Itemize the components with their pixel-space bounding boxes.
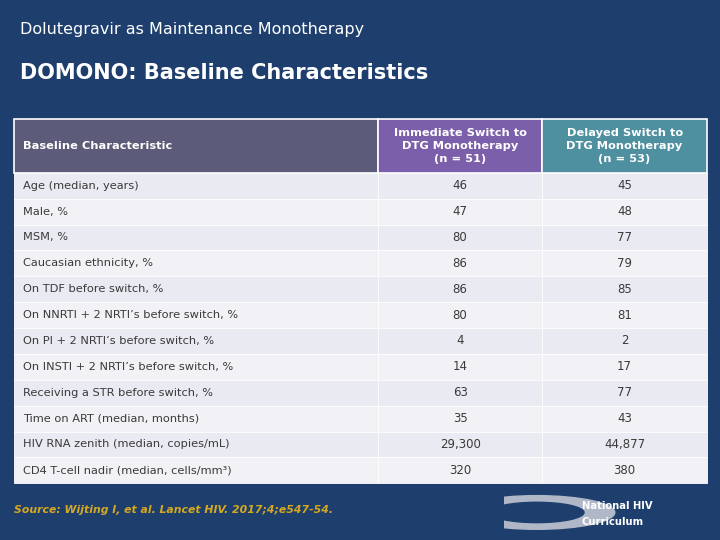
Text: Curriculum: Curriculum — [582, 517, 644, 527]
Text: On PI + 2 NRTI’s before switch, %: On PI + 2 NRTI’s before switch, % — [23, 336, 214, 346]
Text: On NNRTI + 2 NRTI’s before switch, %: On NNRTI + 2 NRTI’s before switch, % — [23, 310, 238, 320]
Bar — [542, 431, 707, 457]
Circle shape — [459, 496, 615, 529]
Bar — [14, 380, 378, 406]
Bar — [542, 119, 707, 173]
Bar — [378, 119, 542, 173]
Bar — [378, 302, 542, 328]
Bar — [378, 173, 542, 199]
Bar — [14, 328, 378, 354]
Text: 45: 45 — [617, 179, 632, 192]
Bar — [378, 431, 542, 457]
Bar — [542, 406, 707, 431]
Text: 80: 80 — [453, 308, 467, 322]
Bar — [542, 328, 707, 354]
Text: 380: 380 — [613, 464, 636, 477]
Text: National HIV: National HIV — [582, 501, 652, 511]
Text: 17: 17 — [617, 360, 632, 373]
Bar — [542, 354, 707, 380]
Bar — [378, 354, 542, 380]
Text: DOMONO: Baseline Characteristics: DOMONO: Baseline Characteristics — [20, 63, 428, 83]
Bar — [378, 251, 542, 276]
Bar — [14, 225, 378, 251]
Bar — [378, 328, 542, 354]
Text: Source: Wijting I, et al. Lancet HIV. 2017;4;e547-54.: Source: Wijting I, et al. Lancet HIV. 20… — [14, 505, 333, 515]
Text: Delayed Switch to
DTG Monotherapy
(n = 53): Delayed Switch to DTG Monotherapy (n = 5… — [567, 128, 683, 164]
Bar — [542, 251, 707, 276]
Bar — [542, 276, 707, 302]
Bar — [542, 225, 707, 251]
Bar — [378, 406, 542, 431]
Text: 81: 81 — [617, 308, 632, 322]
Text: CD4 T-cell nadir (median, cells/mm³): CD4 T-cell nadir (median, cells/mm³) — [23, 465, 231, 475]
Text: Immediate Switch to
DTG Monotherapy
(n = 51): Immediate Switch to DTG Monotherapy (n =… — [394, 128, 526, 164]
Text: Male, %: Male, % — [23, 207, 68, 217]
Bar — [14, 276, 378, 302]
Text: 29,300: 29,300 — [440, 438, 480, 451]
Bar — [542, 457, 707, 483]
Text: 86: 86 — [453, 283, 467, 296]
Bar — [542, 380, 707, 406]
Text: 44,877: 44,877 — [604, 438, 645, 451]
Bar — [14, 302, 378, 328]
Text: MSM, %: MSM, % — [23, 232, 68, 242]
Text: 320: 320 — [449, 464, 471, 477]
Text: 79: 79 — [617, 257, 632, 270]
Bar — [14, 119, 378, 173]
Bar — [14, 199, 378, 225]
Text: Baseline Characteristic: Baseline Characteristic — [23, 141, 172, 151]
Bar — [14, 251, 378, 276]
Text: 80: 80 — [453, 231, 467, 244]
Bar — [14, 173, 378, 199]
Text: 86: 86 — [453, 257, 467, 270]
Text: Caucasian ethnicity, %: Caucasian ethnicity, % — [23, 258, 153, 268]
Bar — [378, 199, 542, 225]
Bar — [378, 276, 542, 302]
Text: Receiving a STR before switch, %: Receiving a STR before switch, % — [23, 388, 212, 398]
Text: 47: 47 — [453, 205, 467, 218]
Text: 4: 4 — [456, 334, 464, 347]
Text: 35: 35 — [453, 412, 467, 425]
Text: Age (median, years): Age (median, years) — [23, 181, 138, 191]
Bar — [542, 173, 707, 199]
Bar — [14, 354, 378, 380]
Bar — [542, 302, 707, 328]
Text: Dolutegravir as Maintenance Monotherapy: Dolutegravir as Maintenance Monotherapy — [20, 22, 364, 37]
Text: On INSTI + 2 NRTI’s before switch, %: On INSTI + 2 NRTI’s before switch, % — [23, 362, 233, 372]
Bar — [14, 406, 378, 431]
Bar — [378, 225, 542, 251]
Text: 77: 77 — [617, 386, 632, 399]
Text: 63: 63 — [453, 386, 467, 399]
Text: On TDF before switch, %: On TDF before switch, % — [23, 284, 163, 294]
Bar — [542, 199, 707, 225]
Bar — [14, 457, 378, 483]
Text: 77: 77 — [617, 231, 632, 244]
Text: 46: 46 — [453, 179, 467, 192]
Text: 43: 43 — [617, 412, 632, 425]
Text: 14: 14 — [453, 360, 467, 373]
Text: 48: 48 — [617, 205, 632, 218]
Bar — [14, 431, 378, 457]
Circle shape — [490, 502, 584, 523]
Text: HIV RNA zenith (median, copies/mL): HIV RNA zenith (median, copies/mL) — [23, 440, 229, 449]
Text: 2: 2 — [621, 334, 629, 347]
Text: 85: 85 — [617, 283, 632, 296]
Bar — [378, 380, 542, 406]
Text: Time on ART (median, months): Time on ART (median, months) — [23, 414, 199, 423]
Bar — [378, 457, 542, 483]
